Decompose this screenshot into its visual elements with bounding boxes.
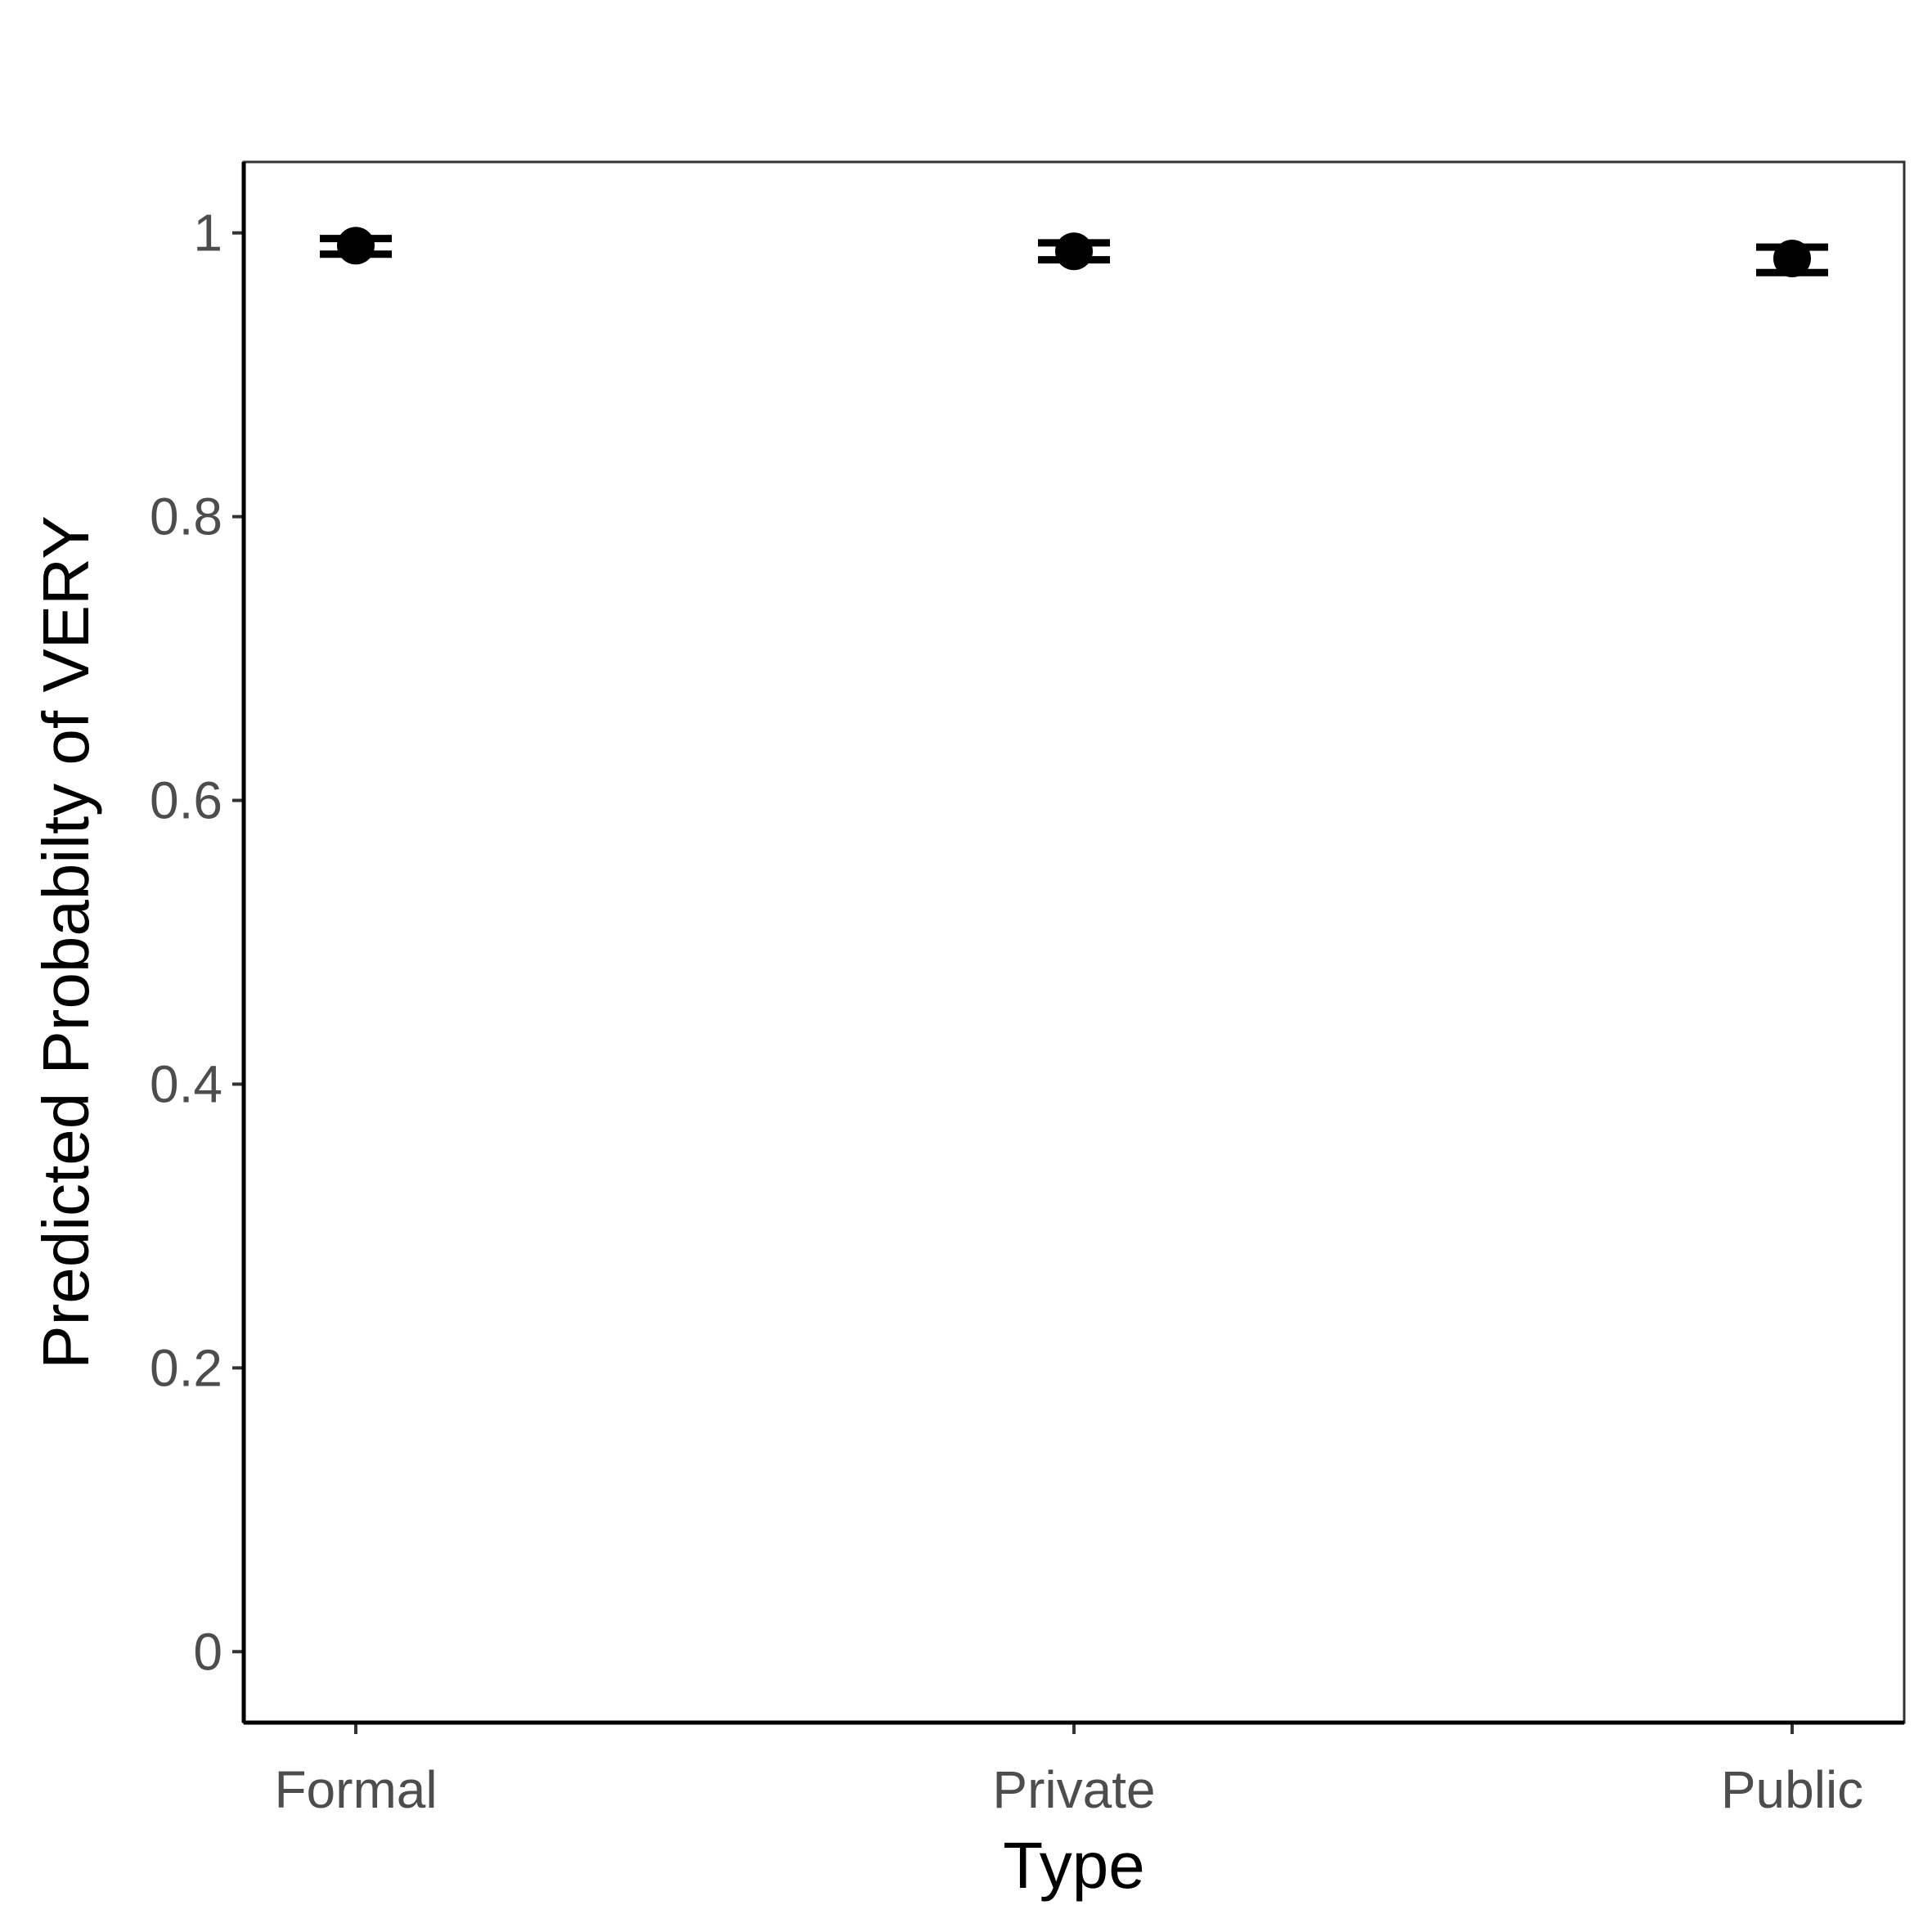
y-axis-title: Predicted Probabilty of VERY [29,515,102,1369]
point-group [320,227,392,265]
x-axis: Formal Private Public [274,1723,1863,1819]
x-tick-label: Formal [274,1760,437,1819]
data-point [1773,239,1811,277]
y-tick-label: 0.8 [150,487,222,546]
y-tick-label: 0.4 [150,1054,222,1113]
y-tick-label: 0.2 [150,1338,222,1397]
point-group [1038,232,1110,271]
data-point [337,227,375,265]
x-tick-label: Private [992,1760,1155,1819]
x-axis-title: Type [1003,1829,1144,1902]
y-axis: 0 0.2 0.4 0.6 0.8 1 [150,204,244,1681]
y-tick-label: 0 [193,1622,222,1681]
data-point [1055,232,1093,271]
data-marks [320,227,1828,277]
y-tick-label: 1 [193,204,222,263]
y-tick-label: 0.6 [150,771,222,830]
x-tick-label: Public [1721,1760,1863,1819]
point-group [1756,239,1828,277]
